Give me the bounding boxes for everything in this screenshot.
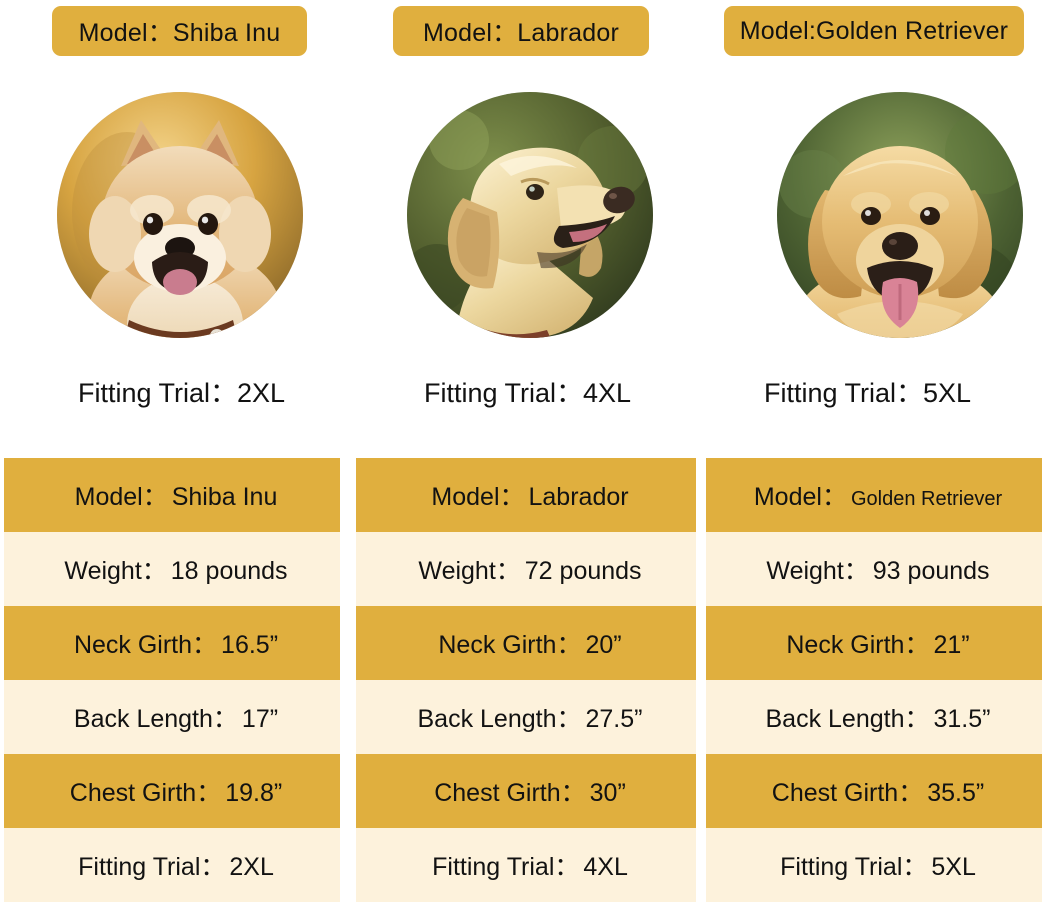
badge-label: Model：Shiba Inu <box>78 19 281 47</box>
table-row: Neck Girth： 20” <box>356 606 696 680</box>
row-label: Model： <box>431 483 525 511</box>
table-row: Chest Girth： 35.5” <box>706 754 1042 828</box>
row-value: 30” <box>589 779 626 807</box>
row-label: Neck Girth： <box>438 631 582 659</box>
badge-labrador: Model：Labrador <box>393 6 649 56</box>
table-row: Back Length： 17” <box>4 680 340 754</box>
spec-tables: Model： Shiba Inu Weight： 18 pounds Neck Gi… <box>0 458 1050 906</box>
row-label: Back Length： <box>417 705 582 733</box>
dog-photo-row <box>0 92 1050 342</box>
row-value: Shiba Inu <box>171 483 278 511</box>
row-value: 5XL <box>931 853 976 881</box>
row-value: 31.5” <box>933 705 991 733</box>
row-label: Model： <box>74 483 168 511</box>
table-row: Weight： 72 pounds <box>356 532 696 606</box>
row-value: 21” <box>933 631 970 659</box>
row-value: 4XL <box>583 853 628 881</box>
row-value: 35.5” <box>927 779 985 807</box>
row-label: Model： <box>753 483 847 511</box>
fitting-trial-caption-row: Fitting Trial：2XL Fitting Trial：4XL Fitt… <box>0 368 1050 412</box>
row-value: 93 pounds <box>872 557 990 585</box>
row-value: 17” <box>241 705 279 733</box>
labrador-illustration <box>407 92 653 338</box>
row-label: Back Length： <box>73 705 238 733</box>
dog-photo-shiba-inu <box>57 92 303 338</box>
table-row: Weight： 18 pounds <box>4 532 340 606</box>
badge-golden-retriever: Model:Golden Retriever <box>724 6 1024 56</box>
row-label: Neck Girth： <box>786 631 930 659</box>
row-label: Fitting Trial： <box>780 853 928 881</box>
row-label: Fitting Trial： <box>432 853 580 881</box>
dog-photo-labrador <box>407 92 653 338</box>
row-value: 19.8” <box>225 779 283 807</box>
fitting-trial-caption-golden-retriever: Fitting Trial：5XL <box>764 377 972 408</box>
table-row: Neck Girth： 21” <box>706 606 1042 680</box>
row-value: 27.5” <box>585 705 643 733</box>
dog-photo-golden-retriever <box>777 92 1023 338</box>
row-label: Weight： <box>418 557 521 585</box>
row-label: Neck Girth： <box>73 631 218 659</box>
table-row: Chest Girth： 30” <box>356 754 696 828</box>
row-label: Weight： <box>64 557 167 585</box>
table-row: Back Length： 27.5” <box>356 680 696 754</box>
table-row: Back Length： 31.5” <box>706 680 1042 754</box>
table-row: Fitting Trial： 2XL <box>4 828 340 902</box>
spec-table-shiba-inu: Model： Shiba Inu Weight： 18 pounds Neck Gi… <box>4 458 340 902</box>
fitting-trial-caption-shiba-inu: Fitting Trial：2XL <box>78 377 286 408</box>
table-row: Neck Girth： 16.5” <box>4 606 340 680</box>
table-row: Fitting Trial： 5XL <box>706 828 1042 902</box>
row-value: 20” <box>585 631 622 659</box>
table-row: Model： Labrador <box>356 458 696 532</box>
badge-label: Model：Labrador <box>423 19 619 47</box>
table-row: Weight： 93 pounds <box>706 532 1042 606</box>
shiba-inu-illustration <box>57 92 303 338</box>
table-row: Fitting Trial： 4XL <box>356 828 696 902</box>
row-value: Golden Retriever <box>850 488 1003 510</box>
spec-table-labrador: Model： Labrador Weight： 72 pounds Neck Gir… <box>356 458 696 902</box>
badge-shiba-inu: Model：Shiba Inu <box>52 6 307 56</box>
row-value: 72 pounds <box>524 557 642 585</box>
badge-label: Model:Golden Retriever <box>739 16 1009 45</box>
model-badge-row: Model：Shiba Inu Model：Labrador Model:Gol… <box>0 6 1050 62</box>
table-row: Model： Shiba Inu <box>4 458 340 532</box>
row-value: 18 pounds <box>170 557 288 585</box>
row-value: 16.5” <box>221 631 279 659</box>
row-label: Back Length： <box>765 705 930 733</box>
row-label: Fitting Trial： <box>78 853 226 881</box>
row-label: Weight： <box>766 557 869 585</box>
row-label: Chest Girth： <box>69 779 222 807</box>
fitting-trial-caption-labrador: Fitting Trial：4XL <box>424 377 632 408</box>
golden-retriever-illustration <box>777 92 1023 338</box>
row-value: Labrador <box>528 483 629 511</box>
table-row: Chest Girth： 19.8” <box>4 754 340 828</box>
table-row: Model： Golden Retriever <box>706 458 1042 532</box>
row-value: 2XL <box>229 853 274 881</box>
row-label: Chest Girth： <box>434 779 586 807</box>
row-label: Chest Girth： <box>771 779 924 807</box>
spec-table-golden-retriever: Model： Golden Retriever Weight： 93 pounds … <box>706 458 1042 902</box>
